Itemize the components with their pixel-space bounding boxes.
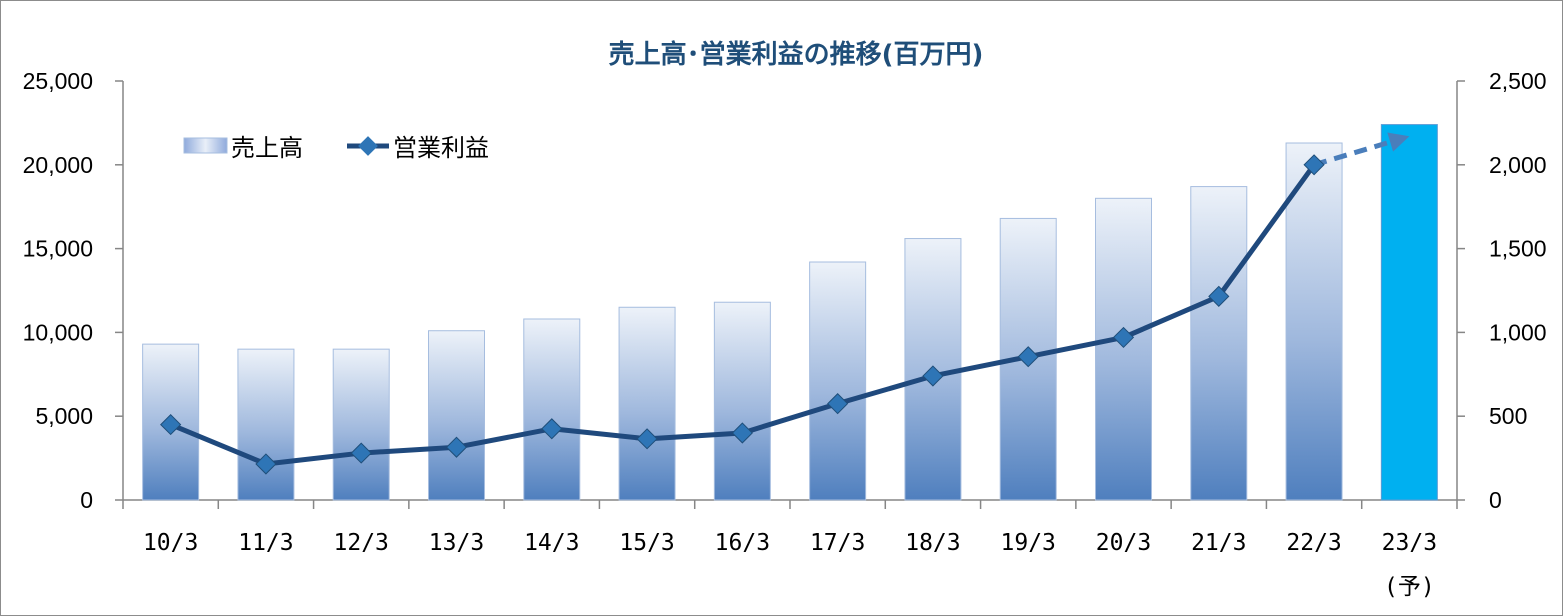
x-tick-label: 22/3 (1286, 530, 1341, 556)
x-tick-label: 11/3 (238, 530, 293, 556)
bar-sales (809, 261, 867, 501)
legend-marker-profit (358, 136, 378, 156)
line-profit-forecast (1313, 139, 1391, 168)
bar-sales (713, 301, 771, 501)
profit-point (636, 428, 658, 450)
x-tick-label: 16/3 (715, 530, 770, 556)
x-tick-label-note: (予) (1384, 574, 1435, 600)
line-series (160, 132, 1410, 475)
profit-point (827, 393, 849, 415)
y-left-tick-label: 15,000 (23, 236, 93, 262)
bar-sales (1380, 124, 1438, 501)
profit-point (350, 442, 372, 464)
bar-series (142, 124, 1438, 501)
legend: 売上高 営業利益 (183, 134, 489, 162)
bar-sales (428, 330, 485, 501)
y-right-tick-label: 2,500 (1489, 68, 1547, 94)
profit-point (1208, 285, 1230, 307)
y-left-tick-label: 0 (80, 487, 93, 513)
legend-label-profit: 営業利益 (393, 134, 489, 162)
x-tick-label: 13/3 (429, 530, 484, 556)
axes (115, 80, 1465, 509)
tick-labels: 0 0 5,000 500 10,000 1,000 15,000 1,500 20,000 2,… (23, 68, 1547, 600)
x-tick-label: 15/3 (619, 530, 674, 556)
x-tick-label: 19/3 (1001, 530, 1056, 556)
x-tick-label: 10/3 (143, 530, 198, 556)
profit-point (1017, 346, 1039, 368)
profit-point (541, 418, 563, 440)
y-right-tick-label: 1,000 (1489, 319, 1547, 345)
bar-sales (523, 318, 581, 501)
x-tick-label: 14/3 (524, 530, 579, 556)
profit-point (255, 453, 277, 475)
x-tick-label: 18/3 (905, 530, 960, 556)
y-right-tick-label: 500 (1489, 403, 1527, 429)
bar-sales (1190, 186, 1248, 501)
profit-point (160, 413, 182, 436)
profit-point (731, 422, 753, 444)
profit-point (1112, 326, 1135, 349)
bar-sales (1285, 142, 1343, 501)
bar-sales (237, 348, 295, 501)
y-right-tick-label: 1,500 (1489, 236, 1547, 262)
x-tick-label: 23/3 (1382, 530, 1437, 556)
y-left-tick-label: 25,000 (23, 68, 93, 94)
chart-title: 売上高･営業利益の推移(百万円) (609, 39, 984, 70)
x-tick-label: 21/3 (1191, 530, 1246, 556)
forecast-arrowhead (1387, 132, 1410, 152)
legend-label-sales: 売上高 (231, 134, 303, 162)
y-left-tick-label: 20,000 (23, 152, 93, 178)
x-tick-label: 17/3 (810, 530, 865, 556)
bar-sales (332, 348, 390, 501)
y-left-tick-label: 10,000 (23, 319, 93, 345)
profit-point (922, 365, 944, 387)
x-tick-label: 20/3 (1096, 530, 1151, 556)
y-right-tick-label: 0 (1489, 487, 1502, 513)
legend-swatch-sales (183, 137, 228, 154)
bar-sales (618, 306, 676, 501)
bar-sales (1095, 197, 1152, 501)
x-tick-label: 12/3 (334, 530, 389, 556)
profit-point (1303, 154, 1325, 176)
y-right-tick-label: 2,000 (1489, 152, 1547, 178)
y-left-tick-label: 5,000 (35, 403, 93, 429)
profit-point (445, 436, 468, 458)
